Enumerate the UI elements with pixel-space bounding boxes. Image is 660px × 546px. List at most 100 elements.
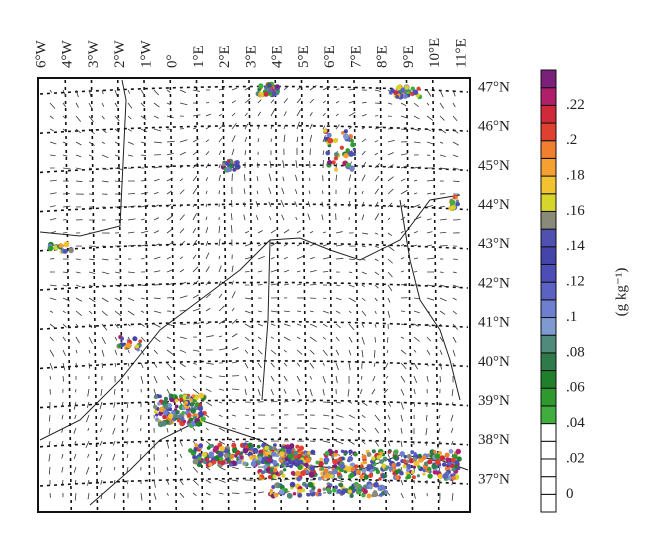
precip-cell [268, 91, 272, 96]
precip-cell [325, 150, 331, 156]
wind-arrow [218, 492, 224, 495]
wind-arrow [49, 89, 52, 93]
wind-arrow [100, 479, 103, 485]
wind-arrow [335, 427, 343, 431]
wind-arrow [114, 284, 121, 288]
wind-arrow [218, 137, 223, 143]
precip-cell [285, 448, 292, 455]
wind-arrow [296, 86, 302, 91]
wind-arrow [74, 479, 77, 484]
precip-cell [331, 455, 335, 459]
wind-arrow [270, 242, 278, 247]
precip-cell [242, 447, 249, 454]
precip-cell [297, 464, 303, 471]
precip-cell [366, 452, 372, 457]
wind-arrow [387, 440, 391, 447]
wind-arrow [114, 271, 121, 274]
wind-arrow [153, 230, 160, 234]
wind-arrow [413, 479, 415, 484]
precip-cell [247, 442, 253, 448]
precip-cell [413, 451, 417, 456]
precip-cell [379, 451, 383, 456]
wind-arrow [426, 310, 431, 313]
wind-arrow [179, 479, 184, 486]
wind-arrow [61, 427, 64, 433]
wind-arrow [179, 466, 183, 471]
precip-cell [171, 409, 176, 415]
wind-arrow [361, 214, 365, 221]
wind-arrow [400, 349, 407, 355]
wind-arrow [88, 349, 91, 354]
wind-arrow [361, 138, 367, 143]
wind-arrow [88, 89, 92, 98]
wind-arrow [218, 113, 223, 117]
wind-arrow [373, 362, 376, 367]
wind-arrow [127, 115, 132, 120]
wind-arrow [153, 349, 158, 355]
wind-arrow [426, 218, 432, 221]
wind-arrow [335, 258, 344, 260]
wind-arrow [75, 349, 78, 354]
wind-arrow [205, 492, 211, 496]
wind-arrow [335, 297, 342, 301]
wind-arrow [335, 100, 340, 104]
precip-cell [169, 397, 175, 403]
wind-arrow [244, 323, 252, 329]
wind-arrow [270, 323, 276, 326]
precip-cell [310, 449, 316, 455]
wind-arrow [127, 284, 134, 287]
wind-arrow [140, 244, 147, 247]
wind-arrow [127, 192, 136, 195]
wind-arrow [270, 349, 277, 355]
parallel [39, 477, 469, 487]
wind-arrow [113, 466, 116, 471]
wind-arrow [321, 214, 324, 221]
wind-arrow [335, 479, 344, 482]
wind-arrow [179, 349, 187, 354]
wind-arrow [218, 280, 222, 286]
precip-cell [317, 492, 322, 497]
wind-arrow [413, 297, 421, 300]
wind-arrow [335, 310, 341, 314]
wind-arrow [283, 256, 288, 260]
wind-arrow [179, 269, 185, 273]
wind-arrow [387, 217, 391, 221]
wind-arrow [400, 388, 405, 396]
wind-arrow [385, 362, 389, 369]
wind-arrow [283, 400, 289, 403]
wind-arrow [426, 179, 434, 182]
wind-arrow [413, 349, 417, 353]
wind-arrow [309, 85, 317, 91]
wind-arrow [309, 336, 317, 342]
wind-arrow [348, 200, 351, 208]
wind-arrow [309, 283, 317, 286]
wind-arrow [413, 492, 416, 499]
latitude-label: 47°N [478, 79, 510, 95]
wind-arrow [231, 122, 237, 130]
precip-cell [134, 344, 140, 349]
wind-arrow [192, 254, 197, 260]
colorbar-label: .08 [566, 344, 585, 360]
precip-cell [345, 162, 351, 168]
wind-arrow [179, 89, 187, 94]
wind-arrow [88, 284, 94, 287]
wind-arrow [413, 388, 416, 395]
wind-arrow [257, 230, 263, 234]
precip-cell [455, 201, 460, 207]
wind-arrow [85, 466, 90, 475]
wind-arrow [74, 414, 77, 420]
precip-cell [237, 459, 242, 465]
latitude-label: 41°N [478, 315, 510, 331]
wind-arrow [257, 125, 260, 130]
wind-arrow [192, 127, 197, 130]
precip-cell [212, 447, 218, 453]
wind-arrow [385, 375, 389, 379]
wind-arrow [62, 102, 66, 108]
precip-cell [382, 473, 388, 479]
wind-arrow [257, 256, 265, 260]
precip-cell [304, 462, 309, 468]
wind-arrow [179, 128, 185, 130]
wind-arrow [244, 85, 252, 91]
wind-arrow [322, 125, 326, 130]
parallel [39, 164, 469, 174]
